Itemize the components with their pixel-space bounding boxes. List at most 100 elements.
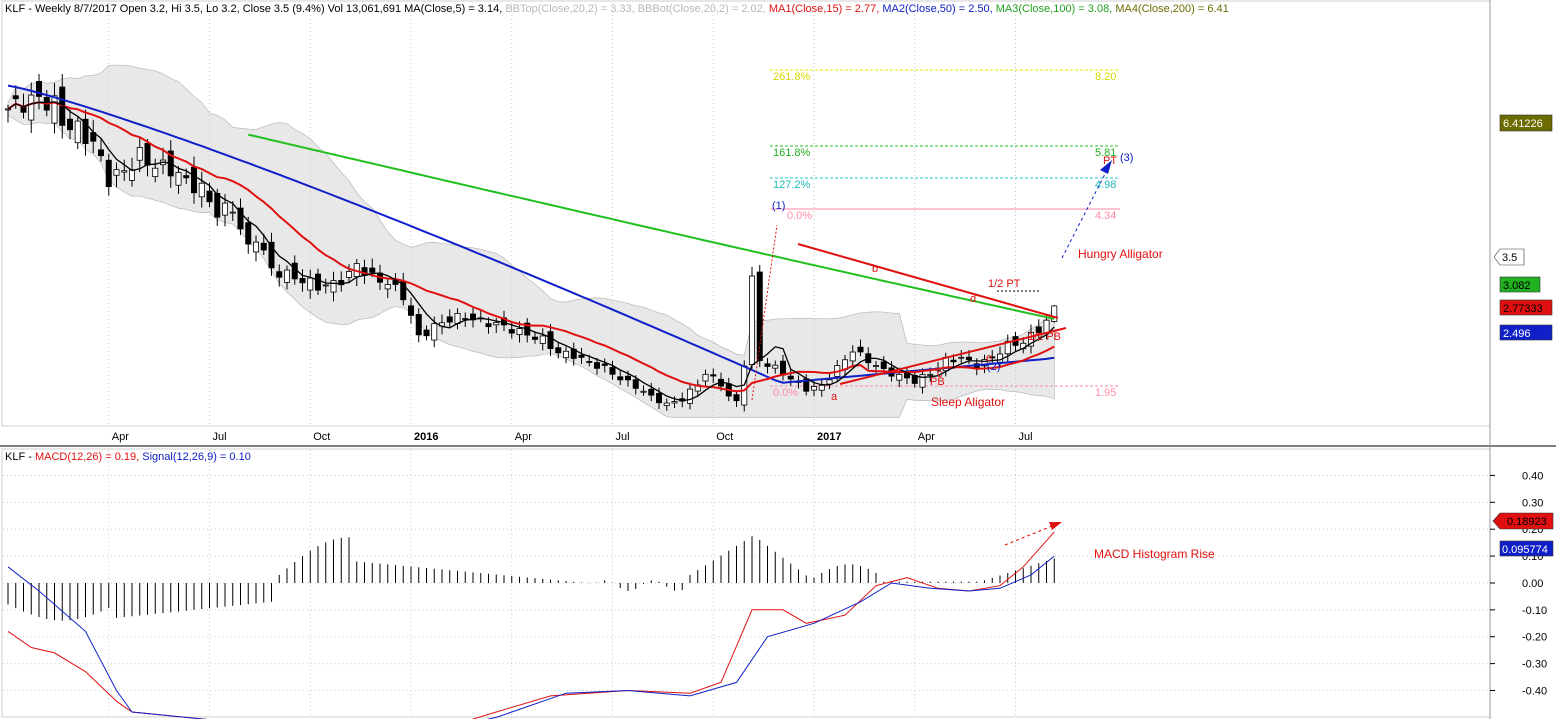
candle (121, 159, 128, 181)
candle-body (919, 374, 926, 388)
candle-body (175, 172, 182, 186)
candle-body (687, 388, 694, 404)
candle (105, 153, 112, 196)
candle (1028, 324, 1035, 354)
candle-body (12, 95, 19, 100)
pb-label: PB (930, 376, 945, 388)
candle (283, 265, 290, 290)
candle-body (671, 401, 678, 404)
macd-legend-macd: MACD(12,26) = 0.19, (35, 451, 139, 463)
x-axis: Apr Jul Oct 2016 Apr Jul Oct 2017 Apr Jul (112, 431, 1033, 443)
candle (601, 358, 608, 373)
candle-body (113, 169, 120, 176)
candle-body (601, 363, 608, 366)
projection-line (1061, 171, 1107, 259)
candle (702, 369, 709, 388)
macd-rise-arrow-head (1049, 522, 1062, 530)
hungry-alligator-label: Hungry Alligator (1078, 247, 1163, 261)
candle-body (493, 322, 500, 326)
candle (198, 171, 205, 208)
candle-body (1051, 305, 1058, 322)
candle-body (826, 379, 833, 385)
candle-body (28, 94, 35, 121)
candle-body (237, 207, 244, 230)
ma15-badge: 2.77333 (1503, 303, 1543, 315)
ma50-badge: 2.496 (1503, 328, 1531, 340)
candle-body (648, 388, 655, 396)
candle-body (36, 81, 43, 97)
ma15-line (7, 101, 1055, 393)
candle (152, 158, 159, 183)
candle-body (314, 273, 321, 291)
candle (857, 339, 864, 357)
signal-badge-bg (1499, 540, 1554, 557)
candle-body (206, 190, 213, 203)
projection-arrow (1100, 160, 1112, 174)
candle (911, 370, 918, 388)
candle (485, 317, 492, 334)
wave-b-label: b (872, 263, 878, 275)
candle (384, 279, 391, 299)
fib-left-label: 261.8% (773, 71, 811, 83)
macd-legend: KLF - MACD(12,26) = 0.19, Signal(12,26,9… (5, 451, 251, 463)
price-axis: 6.41226 3.5 3.082 2.77333 2.496 (1493, 114, 1553, 341)
candle (532, 331, 539, 344)
wave-d-label: d (970, 293, 976, 305)
candle-body (299, 278, 306, 284)
candle (563, 346, 570, 364)
candle-body (105, 159, 112, 188)
candle-body (764, 363, 771, 367)
ma50-badge-bg (1499, 324, 1553, 341)
candle-body (283, 269, 290, 283)
candle (338, 271, 345, 292)
candle (555, 341, 562, 359)
candle (67, 109, 74, 140)
candlesticks (5, 74, 1058, 412)
candle-body (780, 360, 787, 376)
candle-body (74, 120, 81, 144)
candle (260, 233, 267, 255)
macd-tick-label: -0.30 (1522, 659, 1547, 671)
candle-body (338, 280, 345, 286)
candle (958, 350, 965, 364)
close-badge: 3.5 (1502, 252, 1517, 264)
month-gridlines (3, 3, 1489, 717)
ma200-badge: 6.41226 (1503, 118, 1543, 130)
macd-axis: 0.400.300.200.100.00-0.10-0.20-0.30-0.40… (1490, 470, 1554, 697)
candle-body (609, 367, 616, 375)
candle (764, 358, 771, 374)
candle-body (508, 329, 515, 334)
candle-body (221, 202, 228, 216)
fib-left-label: 127.2% (773, 179, 811, 191)
candle (609, 360, 616, 380)
half-pt-label: 1/2 PT (988, 278, 1021, 290)
candle (539, 328, 546, 351)
candle-body (966, 356, 973, 361)
legend-info: Weekly 8/7/2017 Open 3.2, Hi 3.5, Lo 3.2… (35, 3, 401, 15)
macd-legend-symbol: KLF - (5, 451, 35, 463)
candle-body (927, 374, 934, 376)
x-axis-label: Apr (918, 431, 935, 443)
candle-body (136, 147, 143, 161)
fib-right-label: 4.34 (1095, 210, 1116, 222)
macd-tick-label: -0.20 (1522, 632, 1547, 644)
fib-right-label: 8.20 (1095, 71, 1116, 83)
candle-body (594, 362, 601, 369)
candle (787, 369, 794, 386)
candle (578, 347, 585, 365)
candle-body (811, 386, 818, 391)
candle-body (5, 108, 11, 111)
candle (648, 382, 655, 402)
candle (322, 278, 329, 294)
candle-body (749, 275, 756, 366)
macd-legend-signal: Signal(12,26,9) = 0.10 (142, 451, 251, 463)
candle-body (539, 335, 546, 344)
candle-body (733, 394, 740, 402)
candle-body (369, 267, 376, 273)
wave-a-label: a (831, 391, 838, 403)
wave-line (751, 224, 778, 401)
legend-bbbot: BBBot(Close,20,2) = 2.02, (638, 3, 766, 15)
x-axis-label: Oct (313, 431, 330, 443)
x-axis-label: Apr (112, 431, 129, 443)
